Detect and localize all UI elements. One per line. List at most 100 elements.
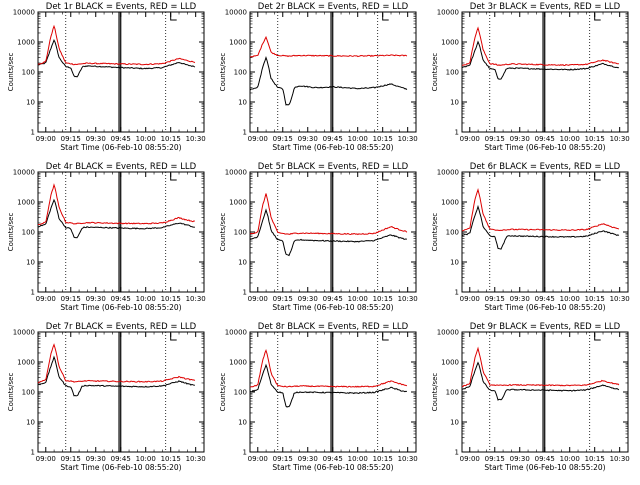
y-tick-label: 1: [243, 289, 247, 297]
events-series-line: [249, 56, 408, 106]
y-tick-label: 10000: [225, 9, 247, 17]
y-tick-label: 1000: [441, 39, 459, 47]
y-tick-label: 100: [446, 69, 459, 77]
detector-panel: Det 4r BLACK = Events, RED = LLD 1 10 100 10…: [7, 162, 206, 312]
x-tick-label: 09:45: [323, 135, 343, 143]
y-tick-label: 1: [455, 449, 459, 457]
x-tick-label: 09:30: [86, 135, 106, 143]
y-tick-label: 10000: [13, 329, 35, 337]
x-tick-label: 10:15: [161, 295, 181, 303]
x-tick-label: 10:00: [560, 135, 580, 143]
x-axis-label: Start Time (06-Feb-10 08:55:20): [272, 463, 393, 472]
y-tick-label: 1: [455, 129, 459, 137]
x-tick-label: 10:30: [398, 135, 418, 143]
x-tick-label: 09:30: [86, 295, 106, 303]
y-axis-label: Counts/sec: [7, 213, 15, 252]
x-tick-label: 10:00: [136, 135, 156, 143]
bracket-icon: [382, 13, 389, 21]
x-axis-label: Start Time (06-Feb-10 08:55:20): [272, 303, 393, 312]
x-axis-label: Start Time (06-Feb-10 08:55:20): [484, 463, 605, 472]
x-tick-label: 09:00: [36, 455, 56, 463]
x-tick-label: 10:00: [560, 295, 580, 303]
y-axis-label: Counts/sec: [219, 53, 227, 92]
x-tick-label: 10:15: [373, 135, 393, 143]
y-tick-label: 10000: [437, 169, 459, 177]
y-tick-label: 100: [22, 69, 35, 77]
lld-series-line: [462, 26, 619, 66]
x-tick-label: 09:30: [298, 295, 318, 303]
y-tick-label: 1000: [229, 39, 247, 47]
x-tick-label: 10:30: [610, 295, 630, 303]
x-tick-label: 10:00: [348, 455, 368, 463]
x-tick-label: 09:15: [61, 135, 81, 143]
panel-title: Det 4r BLACK = Events, RED = LLD: [46, 162, 197, 172]
x-tick-label: 09:45: [111, 135, 131, 143]
panel-title: Det 1r BLACK = Events, RED = LLD: [46, 2, 197, 12]
bracket-icon: [594, 173, 601, 181]
y-tick-label: 10000: [437, 329, 459, 337]
y-tick-label: 1000: [17, 199, 35, 207]
panel-title: Det 9r BLACK = Events, RED = LLD: [470, 322, 621, 332]
x-tick-label: 09:00: [248, 135, 268, 143]
lld-series-line: [37, 343, 196, 384]
lld-series-line: [249, 348, 408, 388]
lld-series-line: [249, 193, 408, 236]
y-axis-label: Counts/sec: [431, 373, 439, 412]
y-axis-label: Counts/sec: [219, 213, 227, 252]
y-tick-label: 10000: [437, 9, 459, 17]
x-tick-label: 09:30: [298, 455, 318, 463]
x-tick-label: 09:15: [485, 455, 505, 463]
x-tick-label: 10:00: [136, 455, 156, 463]
x-tick-label: 10:15: [161, 455, 181, 463]
x-axis-label: Start Time (06-Feb-10 08:55:20): [60, 143, 181, 152]
x-tick-label: 09:00: [36, 295, 56, 303]
events-series-line: [249, 208, 408, 257]
y-tick-label: 1: [243, 449, 247, 457]
x-tick-label: 09:00: [460, 295, 480, 303]
detector-panel: Det 8r BLACK = Events, RED = LLD 1 10 100 10…: [219, 322, 418, 472]
x-tick-label: 09:00: [248, 295, 268, 303]
x-tick-label: 10:15: [373, 455, 393, 463]
detector-panel: Det 9r BLACK = Events, RED = LLD 1 10 100 10…: [431, 322, 630, 472]
y-tick-label: 10: [450, 419, 459, 427]
events-series-line: [37, 355, 195, 397]
lld-series-line: [461, 346, 620, 388]
x-tick-label: 09:45: [111, 455, 131, 463]
y-tick-label: 1000: [17, 359, 35, 367]
y-tick-label: 100: [234, 229, 247, 237]
events-series-line: [461, 40, 619, 80]
y-tick-label: 1: [455, 289, 459, 297]
y-tick-label: 1: [31, 289, 35, 297]
x-tick-label: 09:45: [535, 455, 555, 463]
x-tick-label: 10:15: [161, 135, 181, 143]
events-series-line: [461, 204, 620, 250]
x-tick-label: 09:15: [273, 455, 293, 463]
events-series-line: [249, 363, 407, 408]
x-tick-label: 10:00: [136, 295, 156, 303]
x-axis-label: Start Time (06-Feb-10 08:55:20): [60, 303, 181, 312]
x-tick-label: 10:30: [186, 295, 206, 303]
x-tick-label: 09:00: [248, 455, 268, 463]
y-tick-label: 1: [31, 129, 35, 137]
y-tick-label: 10: [450, 259, 459, 267]
bracket-icon: [594, 333, 601, 341]
y-tick-label: 100: [234, 389, 247, 397]
detector-panel: Det 6r BLACK = Events, RED = LLD 1 10 100 10…: [431, 162, 630, 312]
y-tick-label: 1000: [441, 199, 459, 207]
y-tick-label: 10: [238, 259, 247, 267]
x-tick-label: 09:00: [36, 135, 56, 143]
y-tick-label: 100: [446, 389, 459, 397]
y-tick-label: 1000: [229, 359, 247, 367]
x-tick-label: 10:30: [398, 295, 418, 303]
detector-panel: Det 3r BLACK = Events, RED = LLD 1 10 100 10…: [431, 2, 630, 152]
x-tick-label: 09:30: [86, 455, 106, 463]
detector-panel: Det 7r BLACK = Events, RED = LLD 1 10 100 10…: [7, 322, 206, 472]
x-tick-label: 09:15: [61, 455, 81, 463]
x-tick-label: 10:30: [186, 455, 206, 463]
bracket-icon: [382, 333, 389, 341]
panel-title: Det 5r BLACK = Events, RED = LLD: [258, 162, 409, 172]
events-series-line: [37, 198, 195, 239]
y-tick-label: 100: [22, 229, 35, 237]
